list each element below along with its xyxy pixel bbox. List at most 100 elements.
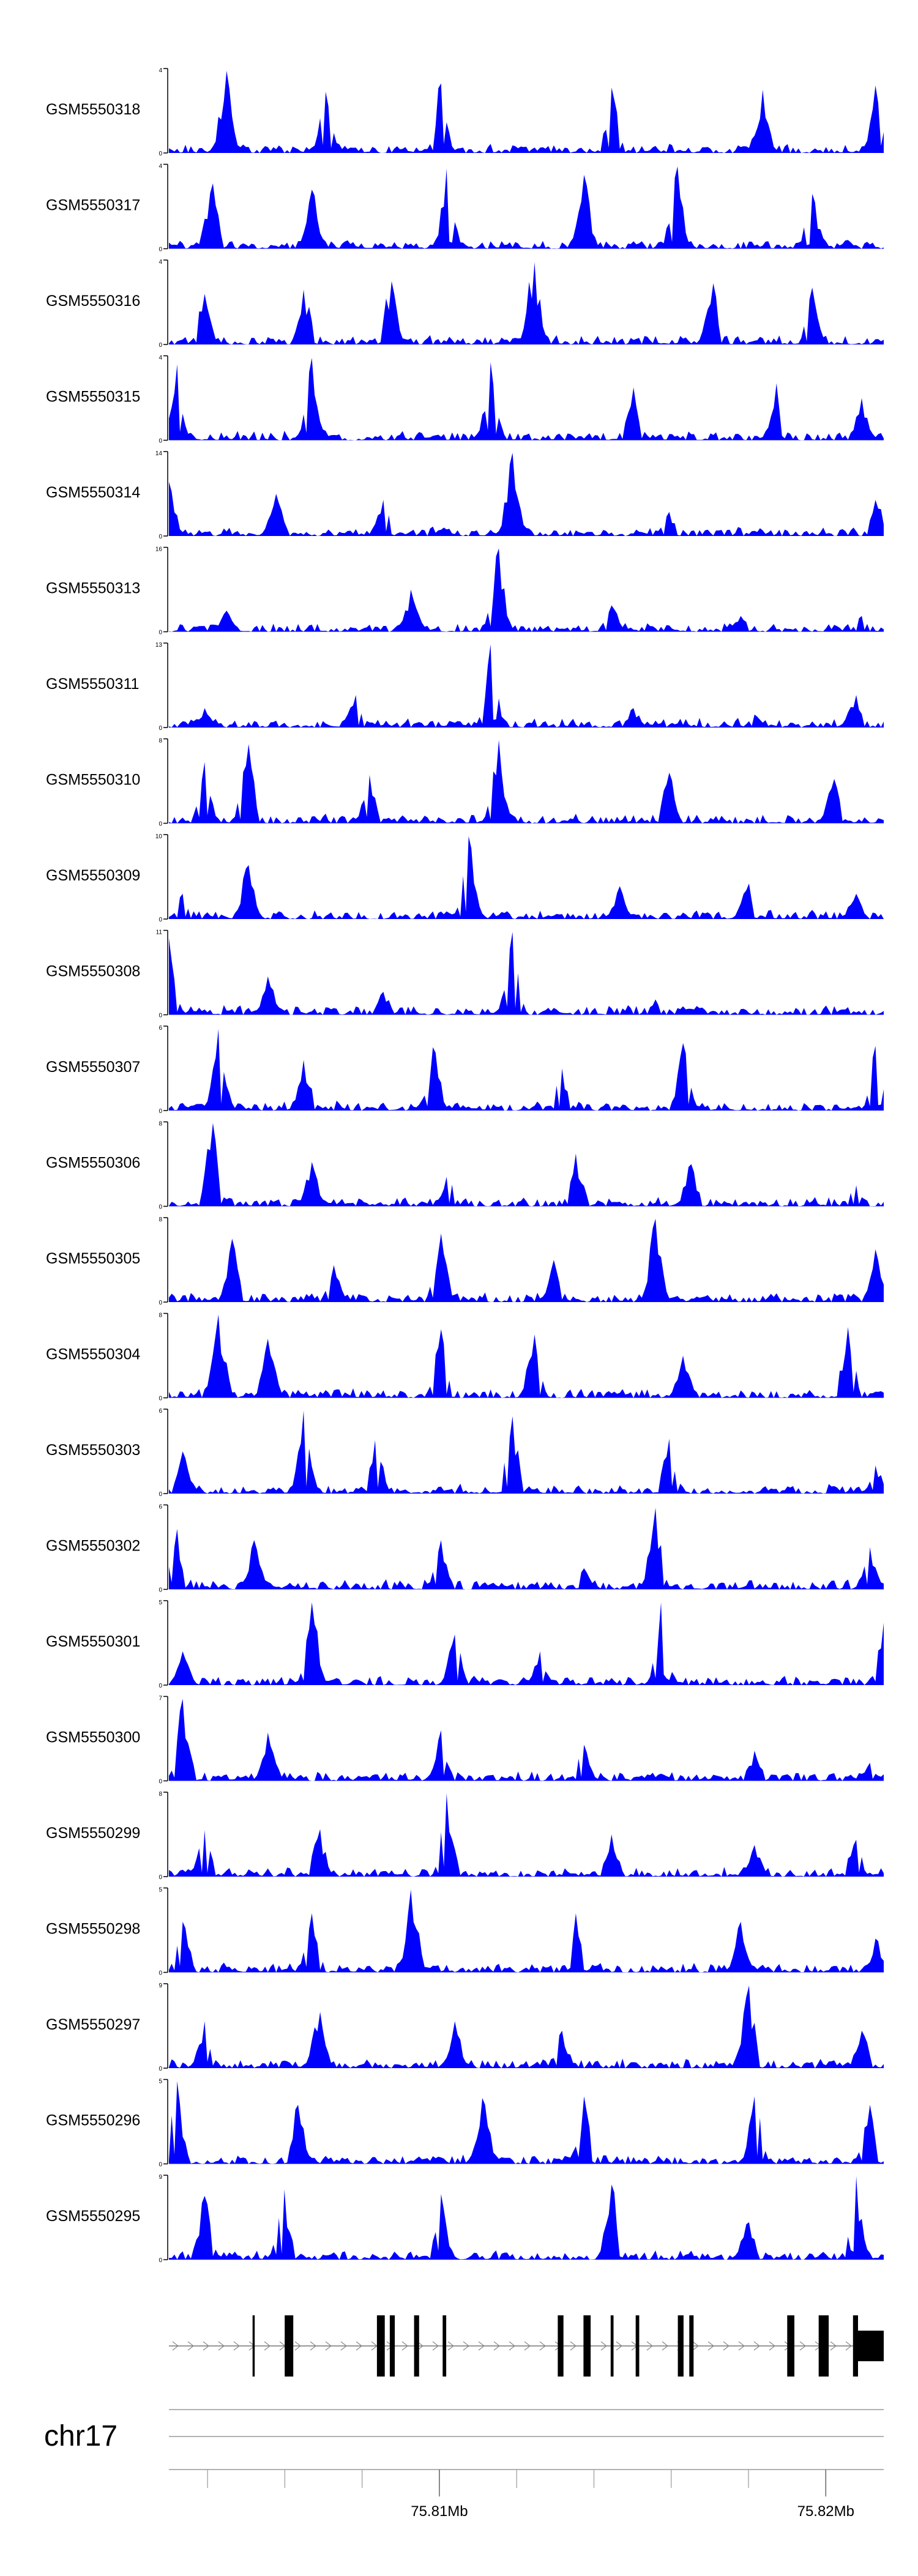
exon [858, 2331, 884, 2361]
exon [689, 2315, 694, 2377]
strand-arrow [539, 2341, 546, 2351]
strand-arrow [570, 2341, 577, 2351]
y-tick-label: 0 [159, 1779, 162, 1785]
x-tick-label: 75.82Mb [797, 2503, 854, 2520]
y-tick-label: 5 [159, 1599, 162, 1606]
exon [583, 2315, 591, 2377]
strand-arrow [478, 2341, 485, 2351]
strand-arrow [447, 2341, 454, 2351]
exon [558, 2315, 564, 2377]
genome-axis-track: chr17 75.81Mb 75.82Mb [44, 2409, 884, 2520]
track-label: GSM5550306 [46, 1155, 140, 1172]
signal-area [169, 1699, 884, 1781]
signal-area [169, 70, 884, 153]
strand-arrow [692, 2341, 699, 2351]
track-GSM5550298: GSM5550298 5 0 [46, 1887, 884, 1977]
track-GSM5550296: GSM5550296 5 0 [46, 2079, 884, 2168]
track-label: GSM5550310 [46, 772, 140, 789]
strand-arrow [187, 2341, 194, 2351]
signal-area [169, 1218, 884, 1302]
y-tick-label: 13 [155, 642, 163, 649]
strand-arrow [340, 2341, 347, 2351]
track-label: GSM5550314 [46, 484, 140, 501]
y-tick-label: 0 [159, 1300, 162, 1306]
track-GSM5550301: GSM5550301 5 0 [46, 1599, 884, 1689]
signal-area [169, 548, 884, 632]
strand-arrow [723, 2341, 730, 2351]
signal-area [169, 1314, 884, 1398]
track-label: GSM5550301 [46, 1633, 140, 1650]
strand-arrow [845, 2341, 852, 2351]
track-label: GSM5550299 [46, 1825, 140, 1842]
signal-area [169, 740, 884, 824]
y-tick-label: 0 [159, 1108, 162, 1115]
signal-area [169, 1123, 884, 1207]
strand-arrow [233, 2341, 240, 2351]
track-label: GSM5550318 [46, 101, 140, 118]
strand-arrow [524, 2341, 531, 2351]
y-tick-label: 4 [159, 67, 162, 74]
track-GSM5550300: GSM5550300 7 0 [46, 1696, 884, 1785]
track-label: GSM5550297 [46, 2016, 140, 2033]
track-label: GSM5550313 [46, 580, 140, 597]
x-tick-label: 75.81Mb [411, 2503, 468, 2520]
strand-arrow [600, 2341, 607, 2351]
track-label: GSM5550300 [46, 1729, 140, 1746]
y-tick-label: 8 [159, 1216, 162, 1223]
signal-area [169, 2081, 884, 2164]
y-tick-label: 0 [159, 2066, 162, 2072]
chromosome-label: chr17 [44, 2420, 118, 2452]
signal-area [169, 1986, 884, 2068]
signal-area [169, 262, 884, 344]
track-label: GSM5550298 [46, 1921, 140, 1938]
y-tick-label: 8 [159, 1791, 162, 1798]
track-GSM5550297: GSM5550297 9 0 [46, 1982, 884, 2072]
strand-arrow [646, 2341, 653, 2351]
track-GSM5550307: GSM5550307 6 0 [46, 1025, 884, 1115]
signal-area [169, 644, 884, 728]
track-label: GSM5550302 [46, 1538, 140, 1555]
track-label: GSM5550311 [46, 676, 139, 693]
strand-arrow [616, 2341, 622, 2351]
track-label: GSM5550308 [46, 963, 140, 980]
signal-area [169, 932, 884, 1015]
strand-arrow [493, 2341, 500, 2351]
strand-arrow [799, 2341, 806, 2351]
gene-model-track [169, 2315, 884, 2377]
exon [414, 2315, 419, 2377]
track-label: GSM5550317 [46, 197, 140, 214]
track-GSM5550314: GSM5550314 14 0 [46, 450, 884, 540]
strand-arrow [707, 2341, 714, 2351]
signal-area [169, 166, 884, 249]
y-tick-label: 0 [159, 821, 162, 828]
signal-area [169, 1793, 884, 1877]
track-GSM5550309: GSM5550309 10 0 [46, 833, 884, 923]
strand-arrow [463, 2341, 469, 2351]
signal-area [169, 836, 884, 919]
y-tick-label: 14 [155, 450, 163, 457]
y-tick-label: 0 [159, 247, 162, 253]
y-tick-label: 7 [159, 1696, 162, 1702]
strand-arrow [294, 2341, 301, 2351]
track-GSM5550318: GSM5550318 4 0 [46, 67, 884, 157]
y-tick-label: 6 [159, 1025, 162, 1032]
y-tick-label: 4 [159, 163, 162, 170]
y-tick-label: 0 [159, 1683, 162, 1689]
y-tick-label: 8 [159, 738, 162, 745]
y-tick-label: 6 [159, 1504, 162, 1511]
strand-arrow [662, 2341, 668, 2351]
exon [442, 2315, 447, 2377]
y-tick-label: 0 [159, 630, 162, 636]
strand-arrow [417, 2341, 424, 2351]
track-GSM5550306: GSM5550306 8 0 [46, 1121, 884, 1211]
y-tick-label: 5 [159, 2079, 162, 2085]
y-tick-label: 5 [159, 1887, 162, 1894]
y-tick-label: 0 [159, 534, 162, 540]
y-tick-label: 0 [159, 342, 162, 349]
signal-area [169, 358, 884, 441]
strand-arrow [769, 2341, 775, 2351]
strand-arrow [325, 2341, 332, 2351]
track-GSM5550305: GSM5550305 8 0 [46, 1216, 884, 1306]
y-tick-label: 10 [155, 833, 163, 840]
y-tick-label: 0 [159, 1970, 162, 1977]
